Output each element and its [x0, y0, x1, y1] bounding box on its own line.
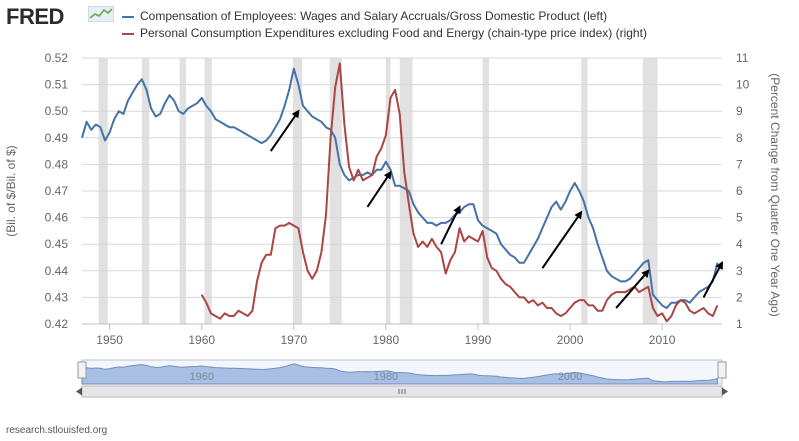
x-tick-label: 1960 [188, 333, 215, 347]
navigator-tick-label: 2000 [558, 371, 582, 383]
annotation-arrow [702, 261, 723, 298]
chart-canvas: 0.42 0.43 0.44 0.45 0.46 0.47 0.48 0.49 0.50 0.51… [4, 51, 782, 398]
legend-label-compensation: Compensation of Employees: Wages and Sal… [140, 9, 608, 23]
right-tick-label: 11 [736, 51, 749, 65]
left-tick-label: 0.43 [45, 290, 69, 304]
right-tick-label: 1 [736, 317, 743, 331]
right-axis-title: (Percent Change from Quarter One Year Ag… [768, 73, 782, 316]
left-tick-label: 0.51 [45, 78, 69, 92]
right-tick-label: 7 [736, 157, 743, 171]
left-tick-label: 0.48 [45, 157, 69, 171]
left-tick-label: 0.50 [45, 104, 69, 118]
left-tick-label: 0.46 [45, 211, 69, 225]
left-tick-label: 0.45 [45, 237, 69, 251]
x-tick-label: 1970 [280, 333, 307, 347]
x-tick-label: 1950 [96, 333, 123, 347]
scroll-right-arrow-icon[interactable] [722, 387, 728, 396]
legend-swatch-red [122, 32, 134, 35]
series-lines [81, 62, 719, 323]
annotation-arrow [269, 109, 300, 152]
navigator-series-area [81, 363, 718, 385]
annotation-arrow [366, 170, 392, 208]
navigator-handle-right[interactable] [717, 361, 727, 379]
left-tick-label: 0.44 [45, 264, 69, 278]
left-tick-label: 0.47 [45, 184, 69, 198]
x-tick-label: 2010 [649, 333, 676, 347]
navigator-tick-label: 1960 [189, 371, 213, 383]
right-tick-label: 3 [736, 264, 743, 278]
annotation-arrow [541, 210, 583, 269]
right-tick-label: 9 [736, 104, 743, 118]
left-tick-label: 0.49 [45, 131, 69, 145]
left-axis-title: (Bil. of $/Bil. of $) [4, 145, 18, 236]
navigator-handle-left[interactable] [77, 361, 87, 379]
x-tick-label: 1980 [373, 333, 400, 347]
legend-label-pce: Personal Consumption Expenditures exclud… [140, 26, 647, 40]
legend-item-compensation[interactable]: Compensation of Employees: Wages and Sal… [122, 9, 607, 23]
right-tick-label: 5 [736, 211, 743, 225]
right-tick-label: 8 [736, 131, 743, 145]
annotation-arrows [269, 109, 723, 309]
legend-swatch-blue [122, 15, 134, 18]
source-link[interactable]: research.stlouisfed.org [6, 425, 108, 436]
fred-logo-graph-icon [88, 6, 114, 22]
left-tick-label: 0.52 [45, 51, 69, 65]
scrollbar-grip-icon [398, 389, 406, 394]
scroll-left-arrow-icon[interactable] [76, 387, 82, 396]
axes: 0.42 0.43 0.44 0.45 0.46 0.47 0.48 0.49 0.50 0.51… [4, 51, 782, 347]
annotation-arrow [440, 205, 461, 245]
fred-logo[interactable]: FRED [6, 4, 64, 29]
x-tick-label: 2000 [557, 333, 584, 347]
left-tick-label: 0.42 [45, 317, 69, 331]
series-line-compensation [81, 67, 719, 309]
navigator[interactable]: 1960 1980 2000 [76, 359, 728, 398]
x-tick-label: 1990 [465, 333, 492, 347]
right-tick-label: 2 [736, 290, 743, 304]
navigator-tick-label: 1980 [374, 371, 398, 383]
right-tick-label: 6 [736, 184, 743, 198]
series-line-pce [200, 62, 719, 323]
right-tick-label: 10 [736, 78, 750, 92]
annotation-arrow [615, 269, 650, 309]
legend-item-pce[interactable]: Personal Consumption Expenditures exclud… [122, 26, 647, 40]
right-tick-label: 4 [736, 237, 743, 251]
